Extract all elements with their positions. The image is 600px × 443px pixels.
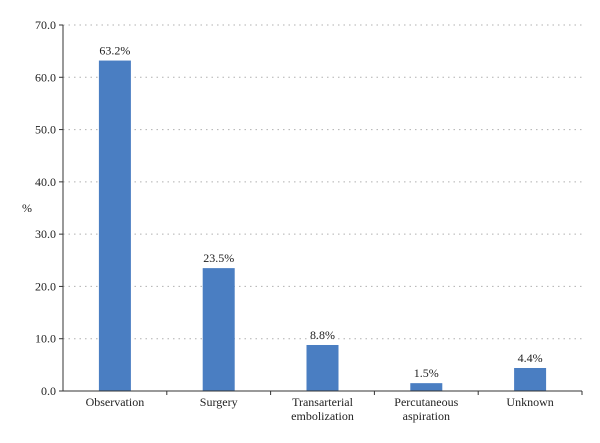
bar <box>202 268 235 391</box>
gridlines <box>63 24 582 340</box>
bar <box>98 60 131 391</box>
x-tick-label: Observation <box>86 395 145 409</box>
y-tick-labels: 0.0 10.0 20.0 30.0 40.0 50.0 60.0 70.0 <box>35 18 63 398</box>
bars <box>98 60 547 391</box>
data-label: 4.4% <box>518 351 543 365</box>
y-tick-label: 30.0 <box>35 227 56 241</box>
x-tick-label-line: embolization <box>291 409 354 423</box>
y-tick-label: 10.0 <box>35 332 56 346</box>
axes <box>62 25 582 392</box>
x-tick-label: Transarterial embolization <box>291 395 354 423</box>
x-tick-label: Percutaneous aspiration <box>394 395 458 423</box>
data-labels: 63.2% 23.5% 8.8% 1.5% 4.4% <box>99 44 542 381</box>
bar <box>306 344 339 391</box>
x-tick-labels: Observation Surgery Transarterial embolizat… <box>86 391 583 423</box>
bar <box>410 383 443 391</box>
x-tick-label: Surgery <box>200 395 238 409</box>
y-tick-label: 60.0 <box>35 70 56 84</box>
x-tick-label-line: Unknown <box>506 395 553 409</box>
x-tick-label-line: Transarterial <box>292 395 354 409</box>
x-tick-label: Unknown <box>506 395 553 409</box>
y-axis-title: % <box>22 201 32 215</box>
y-tick-label: 20.0 <box>35 279 56 293</box>
data-label: 1.5% <box>414 366 439 380</box>
bar <box>514 367 547 391</box>
x-tick-label-line: Surgery <box>200 395 238 409</box>
y-tick-label: 70.0 <box>35 18 56 32</box>
x-tick-label-line: Percutaneous <box>394 395 458 409</box>
data-label: 8.8% <box>310 328 335 342</box>
x-tick-label-line: aspiration <box>403 409 450 423</box>
y-tick-label: 40.0 <box>35 175 56 189</box>
y-tick-label: 50.0 <box>35 123 56 137</box>
data-label: 23.5% <box>203 251 234 265</box>
data-label: 63.2% <box>99 44 130 58</box>
x-tick-label-line: Observation <box>86 395 145 409</box>
y-tick-label: 0.0 <box>41 384 56 398</box>
